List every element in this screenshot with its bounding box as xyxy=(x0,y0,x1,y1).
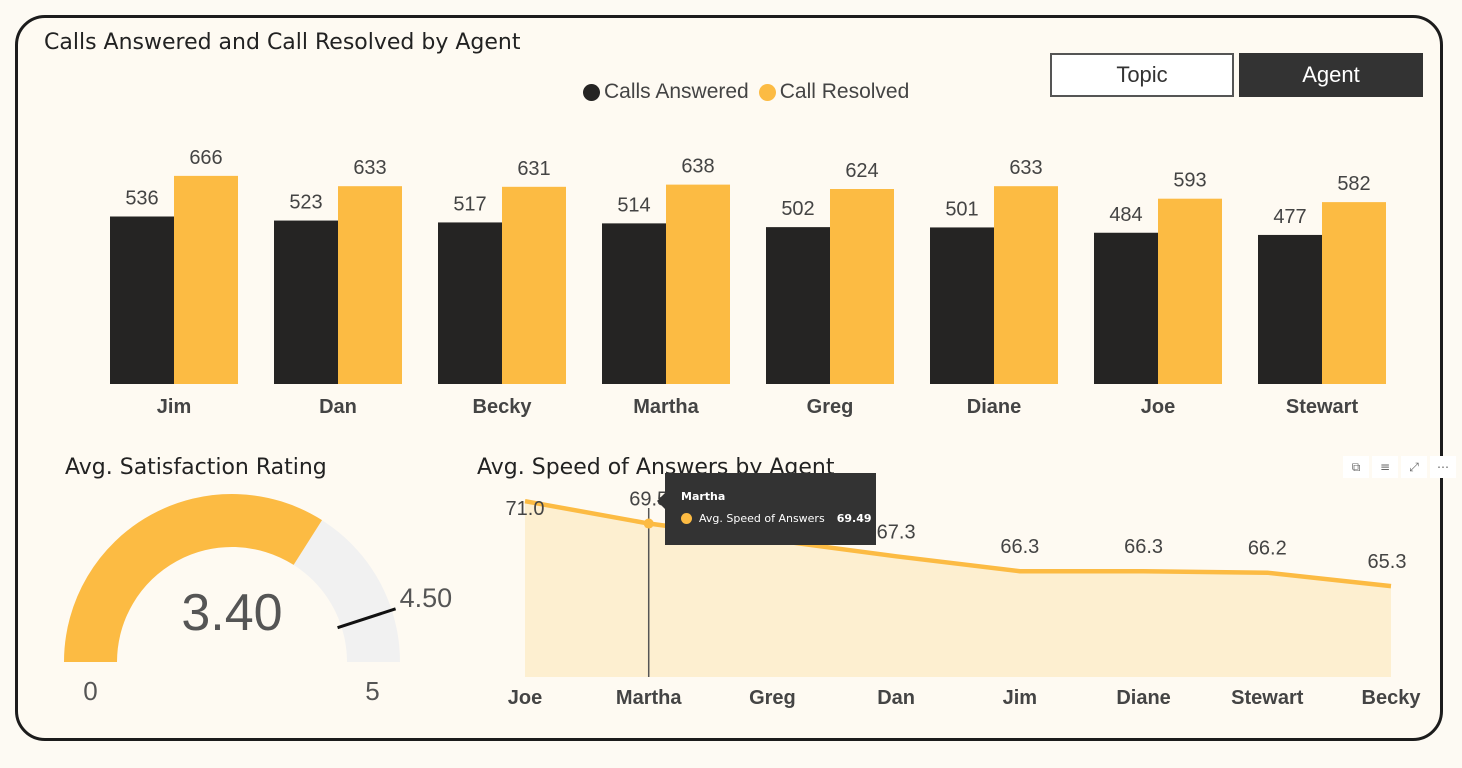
tooltip-value: 69.49 xyxy=(836,512,872,525)
bar-data-label: 624 xyxy=(845,160,878,182)
gauge-max-label: 5 xyxy=(365,676,379,706)
gauge-value-label: 3.40 xyxy=(181,584,282,642)
legend-item-resolved[interactable]: Call Resolved xyxy=(758,80,910,104)
x-tick-label: Jim xyxy=(157,396,191,418)
area-fill xyxy=(525,501,1391,677)
bar-data-label: 484 xyxy=(1109,204,1142,226)
area-data-label: 67.3 xyxy=(877,521,916,543)
x-tick-label: Becky xyxy=(1362,687,1422,709)
x-tick-label: Greg xyxy=(749,687,796,709)
bar-resolved xyxy=(1322,202,1386,384)
bar-resolved xyxy=(502,186,566,384)
gauge-min-label: 0 xyxy=(83,676,97,706)
x-tick-label: Dan xyxy=(319,396,357,418)
bar-chart: 536 666 Jim 523 633 Dan 517 631 Becky 514 638 Marth… xyxy=(110,147,1386,418)
legend-label-answered: Calls Answered xyxy=(604,80,749,103)
bar-legend: Calls Answered Call Resolved xyxy=(583,80,919,104)
legend-label-resolved: Call Resolved xyxy=(779,80,910,103)
bar-data-label: 536 xyxy=(125,188,158,210)
x-tick-label: Becky xyxy=(473,396,533,418)
bar-data-label: 582 xyxy=(1337,173,1370,195)
bar-resolved xyxy=(666,184,730,384)
gauge-value-arc xyxy=(64,494,323,662)
x-tick-label: Stewart xyxy=(1286,396,1359,418)
x-tick-label: Jim xyxy=(1003,687,1037,709)
area-data-label: 66.3 xyxy=(1000,536,1039,558)
x-tick-label: Stewart xyxy=(1231,687,1304,709)
legend-item-answered[interactable]: Calls Answered xyxy=(583,80,749,104)
bar-answered xyxy=(1258,234,1322,384)
bar-data-label: 593 xyxy=(1173,170,1206,192)
bar-data-label: 631 xyxy=(517,158,550,180)
gauge-target-marker xyxy=(337,607,397,630)
area-data-label: 71.0 xyxy=(506,498,545,520)
bar-resolved xyxy=(830,189,894,384)
bar-resolved xyxy=(1158,198,1222,384)
bar-answered xyxy=(110,216,174,384)
bar-resolved xyxy=(994,186,1058,384)
tooltip-arrow xyxy=(657,493,665,509)
legend-marker-answered xyxy=(583,83,600,101)
hover-point xyxy=(643,518,654,529)
legend-marker-resolved xyxy=(758,83,776,101)
x-tick-label: Diane xyxy=(967,396,1021,418)
bar-answered xyxy=(438,222,502,384)
area-data-label: 65.3 xyxy=(1368,551,1407,573)
bar-data-label: 517 xyxy=(453,193,486,215)
bar-answered xyxy=(1094,232,1158,384)
bar-answered xyxy=(766,227,830,384)
tooltip-measure: Avg. Speed of Answers xyxy=(699,512,825,525)
bar-answered xyxy=(602,223,666,384)
agent-toggle-button[interactable]: Agent xyxy=(1239,53,1423,97)
tooltip-name: Martha xyxy=(681,490,726,503)
tooltip-marker xyxy=(681,513,692,524)
x-tick-label: Joe xyxy=(508,687,542,709)
bar-data-label: 523 xyxy=(289,192,322,214)
filter-icon[interactable]: ≡ xyxy=(1372,456,1398,478)
bar-data-label: 502 xyxy=(781,198,814,220)
gauge-target-label: 4.50 xyxy=(400,583,453,613)
copy-icon[interactable]: ⧉ xyxy=(1343,456,1369,478)
bar-data-label: 633 xyxy=(353,157,386,179)
bar-chart-title: Calls Answered and Call Resolved by Agen… xyxy=(44,30,521,55)
bar-answered xyxy=(274,220,338,384)
bar-data-label: 633 xyxy=(1009,157,1042,179)
bar-resolved xyxy=(174,175,238,384)
bar-data-label: 477 xyxy=(1273,206,1306,228)
gauge-title: Avg. Satisfaction Rating xyxy=(65,455,327,480)
visual-header: ⧉ ≡ ⤢ ⋯ xyxy=(1340,456,1456,478)
more-options-icon[interactable]: ⋯ xyxy=(1430,456,1456,478)
bar-data-label: 501 xyxy=(945,198,978,220)
bar-answered xyxy=(930,227,994,384)
topic-toggle-button[interactable]: Topic xyxy=(1050,53,1234,97)
bar-data-label: 638 xyxy=(681,156,714,178)
gauge-chart: 3.40 4.50 0 5 xyxy=(64,494,453,706)
x-tick-label: Dan xyxy=(877,687,915,709)
tooltip-row: Avg. Speed of Answers 69.49 xyxy=(681,512,872,525)
area-data-label: 66.2 xyxy=(1248,538,1287,560)
area-data-label: 66.3 xyxy=(1124,536,1163,558)
x-tick-label: Joe xyxy=(1141,396,1175,418)
x-tick-label: Martha xyxy=(616,687,682,709)
bar-data-label: 666 xyxy=(189,147,222,169)
bar-resolved xyxy=(338,186,402,384)
x-tick-label: Diane xyxy=(1116,687,1170,709)
bar-data-label: 514 xyxy=(617,194,650,216)
x-tick-label: Greg xyxy=(807,396,854,418)
tooltip: Martha Avg. Speed of Answers 69.49 xyxy=(657,473,876,545)
x-tick-label: Martha xyxy=(633,396,699,418)
focus-mode-icon[interactable]: ⤢ xyxy=(1401,456,1427,478)
